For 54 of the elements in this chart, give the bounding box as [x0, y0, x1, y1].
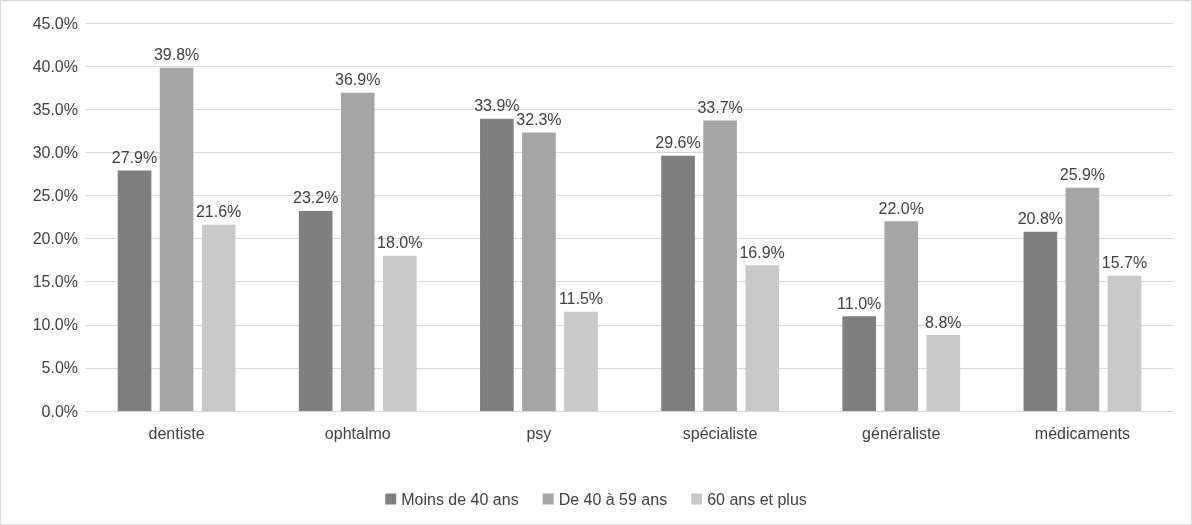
bar: [661, 155, 695, 411]
data-label: 11.5%: [558, 290, 604, 308]
y-tick-label: 45.0%: [32, 14, 78, 32]
bar: [564, 311, 598, 411]
x-tick-label: ophtalmo: [324, 424, 391, 442]
y-tick-label: 30.0%: [32, 143, 78, 161]
data-label: 22.0%: [878, 199, 924, 217]
bar: [382, 255, 417, 411]
x-tick-label: dentiste: [148, 424, 205, 442]
data-label: 21.6%: [195, 203, 242, 221]
data-label: 15.7%: [1101, 254, 1148, 272]
x-tick-label: médicaments: [1034, 424, 1130, 442]
bar: [926, 335, 961, 411]
bar: [159, 67, 194, 411]
y-tick-label: 10.0%: [32, 316, 78, 334]
x-tick-label: spécialiste: [682, 424, 758, 442]
y-tick-label: 15.0%: [32, 273, 78, 291]
legend-label: De 40 à 59 ans: [558, 490, 668, 508]
y-tick-label: 35.0%: [32, 100, 78, 118]
data-label: 33.7%: [697, 98, 743, 116]
y-tick-label: 25.0%: [32, 186, 78, 204]
bar: [745, 265, 779, 411]
bar: [117, 170, 152, 411]
y-tick-label: 0.0%: [41, 402, 78, 420]
y-tick-label: 5.0%: [41, 359, 78, 377]
bar: [1065, 187, 1100, 411]
bar: [522, 132, 556, 411]
bar: [1107, 275, 1142, 411]
bar: [201, 224, 236, 411]
data-label: 23.2%: [293, 189, 339, 207]
y-tick-label: 40.0%: [32, 57, 78, 75]
data-label: 20.8%: [1017, 210, 1064, 228]
data-label: 32.3%: [516, 111, 562, 128]
bar: [884, 221, 919, 411]
bar: [340, 92, 375, 411]
legend-label: Moins de 40 ans: [401, 490, 519, 508]
legend-label: 60 ans et plus: [707, 490, 807, 508]
data-label: 8.8%: [925, 313, 962, 331]
bar: [480, 118, 514, 411]
x-tick-label: psy: [526, 424, 552, 442]
y-tick-label: 20.0%: [32, 230, 78, 248]
data-label: 36.9%: [335, 71, 381, 89]
data-label: 29.6%: [655, 134, 701, 152]
bar: [703, 120, 737, 411]
bar: [1023, 231, 1058, 411]
data-label: 16.9%: [739, 243, 785, 261]
data-label: 39.8%: [153, 46, 200, 64]
data-label: 27.9%: [111, 148, 158, 166]
bar: [298, 210, 333, 411]
x-tick-label: généraliste: [862, 424, 941, 442]
bar: [842, 316, 877, 411]
data-label: 25.9%: [1059, 166, 1106, 184]
data-label: 11.0%: [837, 294, 882, 312]
data-label: 18.0%: [377, 234, 423, 252]
